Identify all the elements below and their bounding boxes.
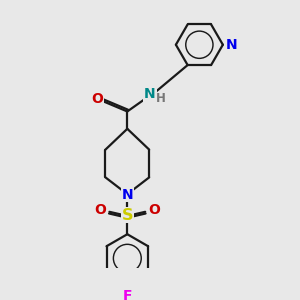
Text: N: N — [122, 188, 133, 202]
Text: N: N — [144, 87, 156, 101]
Text: H: H — [156, 92, 166, 105]
Text: N: N — [226, 38, 238, 52]
Text: O: O — [148, 203, 160, 218]
Text: S: S — [122, 208, 133, 223]
Text: F: F — [123, 289, 132, 300]
Text: O: O — [95, 203, 106, 218]
Text: O: O — [91, 92, 103, 106]
